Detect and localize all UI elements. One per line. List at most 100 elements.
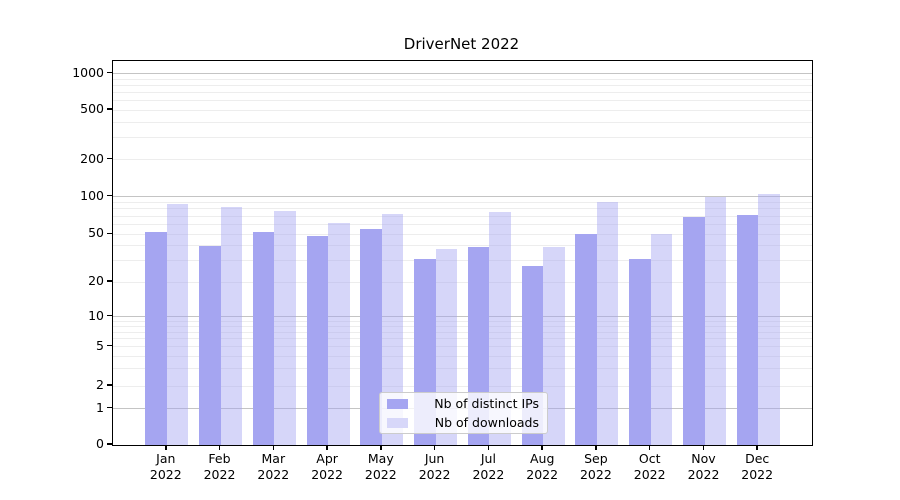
bar-apr-ips	[306, 236, 329, 445]
y-tick-label-1000: 1000	[72, 64, 104, 80]
legend-label-downloads: Nb of downloads	[434, 415, 539, 430]
y-tick-mark-2	[107, 384, 112, 386]
bar-mar-downloads	[274, 210, 296, 445]
gridline-90	[113, 201, 812, 203]
gridline-300	[113, 137, 812, 139]
y-tick-mark-1	[107, 406, 112, 409]
y-tick-label-5: 5	[96, 337, 104, 353]
chart-title: DriverNet 2022	[403, 35, 520, 53]
y-tick-mark-20	[107, 280, 112, 282]
x-tick-label-dec: Dec 2022	[741, 451, 774, 482]
bar-nov-ips	[683, 216, 705, 445]
bar-dec-downloads	[758, 194, 780, 445]
gridline-200	[113, 159, 812, 161]
legend: Nb of distinct IPs Nb of downloads	[379, 392, 548, 434]
gridline-500	[113, 109, 812, 111]
y-tick-label-100: 100	[80, 187, 104, 203]
gridline-800	[113, 84, 812, 86]
x-tick-label-apr: Apr 2022	[311, 451, 343, 482]
gridline-5	[113, 346, 812, 348]
legend-row-ips: Nb of distinct IPs	[387, 396, 539, 411]
legend-swatch-ips	[387, 398, 408, 409]
bar-jul-downloads	[489, 211, 511, 445]
gridline-30	[113, 260, 812, 262]
legend-swatch-downloads	[387, 417, 408, 428]
x-tick-label-feb: Feb 2022	[203, 451, 236, 482]
gridline-400	[113, 121, 812, 123]
gridline-600	[113, 100, 812, 101]
bar-nov-downloads	[704, 196, 726, 445]
y-tick-mark-50	[107, 232, 112, 235]
gridline-80	[113, 208, 812, 210]
y-tick-mark-1000	[107, 71, 112, 74]
y-tick-mark-200	[107, 157, 112, 160]
y-tick-mark-10	[107, 314, 112, 317]
bar-mar-ips	[252, 232, 275, 445]
plot-area	[112, 60, 813, 446]
gridline-40	[113, 245, 812, 247]
x-tick-label-jun: Jun 2022	[418, 451, 451, 482]
gridline-9	[113, 320, 812, 322]
x-tick-mark-dec	[756, 446, 758, 450]
gridline-7	[113, 331, 812, 333]
gridline-900	[113, 78, 812, 80]
bar-oct-ips	[629, 259, 651, 445]
bar-dec-ips	[736, 215, 759, 445]
y-tick-label-10: 10	[88, 307, 104, 323]
x-tick-mark-feb	[218, 446, 221, 450]
x-tick-label-jul: Jul 2022	[472, 451, 505, 482]
x-tick-mark-jun	[433, 446, 436, 450]
y-tick-label-0: 0	[96, 436, 104, 451]
x-tick-mark-sep	[595, 446, 597, 450]
y-tick-mark-100	[107, 194, 112, 197]
bar-feb-downloads	[220, 206, 242, 445]
gridline-8	[113, 325, 812, 327]
y-tick-mark-5	[107, 344, 112, 347]
gridline-6	[113, 338, 812, 340]
y-tick-label-20: 20	[88, 273, 104, 288]
x-tick-mark-aug	[541, 446, 543, 450]
x-tick-label-may: May 2022	[364, 451, 397, 482]
gridline-50	[113, 233, 812, 235]
bar-feb-ips	[199, 245, 221, 445]
gridline-4	[113, 355, 812, 357]
bar-aug-downloads	[543, 247, 565, 445]
bar-may-downloads	[381, 213, 404, 445]
bar-apr-downloads	[328, 222, 350, 445]
gridline-1000	[113, 73, 812, 75]
gridline-100	[113, 196, 812, 198]
bar-jan-ips	[145, 232, 167, 445]
y-tick-label-200: 200	[80, 150, 104, 166]
y-tick-mark-500	[107, 108, 112, 110]
gridline-10	[113, 316, 812, 318]
legend-label-ips: Nb of distinct IPs	[434, 396, 539, 411]
x-tick-mark-jul	[487, 446, 490, 450]
y-tick-label-500: 500	[80, 101, 104, 116]
gridline-2	[113, 385, 812, 387]
bar-sep-ips	[575, 234, 597, 445]
x-tick-mark-oct	[648, 446, 651, 450]
x-tick-mark-jan	[165, 446, 167, 450]
x-tick-mark-apr	[326, 446, 328, 450]
x-tick-mark-mar	[272, 446, 275, 450]
gridline-3	[113, 368, 812, 370]
y-tick-mark-0	[107, 443, 112, 445]
x-tick-label-aug: Aug 2022	[526, 451, 559, 482]
y-tick-label-1: 1	[96, 399, 104, 415]
bar-jan-downloads	[166, 204, 189, 445]
legend-row-downloads: Nb of downloads	[387, 415, 539, 430]
gridline-70	[113, 215, 812, 217]
bar-sep-downloads	[596, 201, 619, 445]
x-tick-label-mar: Mar 2022	[257, 451, 290, 482]
x-tick-mark-may	[380, 446, 382, 450]
gridline-60	[113, 223, 812, 225]
x-tick-label-oct: Oct 2022	[633, 451, 666, 482]
y-tick-label-2: 2	[96, 377, 104, 392]
y-tick-label-50: 50	[88, 225, 104, 241]
gridline-700	[113, 91, 812, 93]
gridline-20	[113, 281, 812, 283]
x-tick-label-nov: Nov 2022	[687, 451, 720, 482]
x-tick-label-sep: Sep 2022	[579, 451, 612, 482]
bar-oct-downloads	[650, 234, 673, 445]
